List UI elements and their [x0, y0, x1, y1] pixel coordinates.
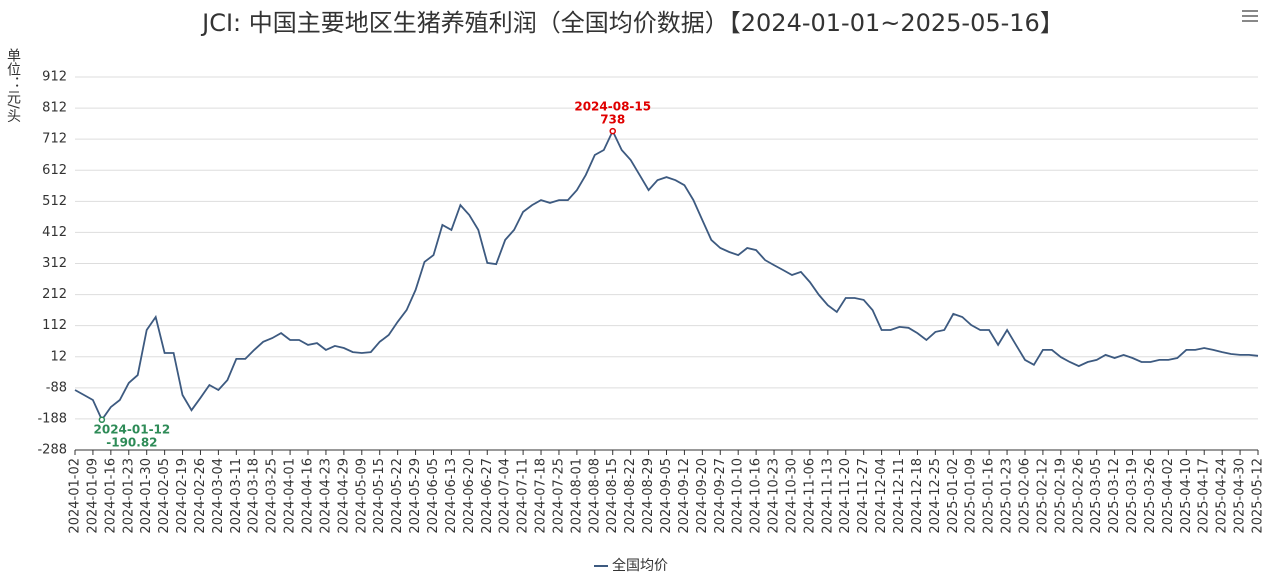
menu-icon[interactable]: [1242, 10, 1258, 22]
x-tick-label: 2025-04-24: [1215, 458, 1230, 534]
annotation-label: 2024-01-12: [94, 422, 171, 436]
legend-label: 全国均价: [612, 557, 668, 574]
x-tick-label: 2024-11-20: [838, 458, 853, 534]
x-tick-label: 2025-03-26: [1143, 458, 1158, 534]
y-tick-label: 212: [42, 287, 67, 302]
x-tick-label: 2024-10-16: [749, 458, 764, 534]
x-tick-label: 2024-03-11: [229, 458, 244, 534]
x-tick-label: 2025-02-12: [1035, 458, 1050, 534]
series-line: [74, 128, 1259, 422]
x-tick-label: 2025-04-10: [1179, 458, 1194, 534]
y-tick-label: 112: [42, 318, 67, 333]
x-tick-label: 2024-11-27: [856, 458, 871, 534]
x-tick-label: 2024-06-27: [480, 458, 495, 534]
x-tick-label: 2025-03-19: [1125, 458, 1140, 534]
x-tick-label: 2024-04-01: [283, 458, 298, 534]
x-tick-label: 2024-10-30: [784, 458, 799, 534]
x-tick-label: 2024-07-18: [534, 458, 549, 534]
y-tick-label: 612: [42, 163, 67, 178]
y-tick-label: 412: [42, 225, 67, 240]
x-tick-label: 2024-05-22: [390, 458, 405, 534]
x-tick-label: 2024-07-04: [498, 458, 513, 534]
x-tick-label: 2024-10-23: [767, 458, 782, 534]
x-tick-label: 2024-11-06: [802, 458, 817, 534]
y-tick-label: 812: [42, 101, 67, 116]
x-tick-label: 2025-04-17: [1197, 458, 1212, 534]
annotation-label: 2024-08-15: [574, 100, 651, 114]
x-tick-label: 2025-01-09: [964, 458, 979, 534]
x-tick-label: 2024-05-15: [372, 458, 387, 534]
x-tick-label: 2024-02-05: [157, 458, 172, 534]
x-tick-label: 2025-05-12: [1251, 458, 1266, 534]
x-tick-label: 2024-02-26: [193, 458, 208, 534]
x-tick-label: 2025-04-30: [1233, 458, 1248, 534]
x-tick-label: 2025-03-12: [1107, 458, 1122, 534]
x-tick-label: 2025-01-23: [1000, 458, 1015, 534]
x-tick-label: 2024-07-11: [516, 458, 531, 534]
x-tick-label: 2024-01-16: [103, 458, 118, 534]
x-tick-label: 2024-03-18: [247, 458, 262, 534]
x-tick-label: 2024-08-08: [587, 458, 602, 534]
y-tick-label: 312: [42, 256, 67, 271]
x-tick-label: 2025-02-06: [1017, 458, 1032, 534]
y-tick-label: 712: [42, 132, 67, 147]
x-tick-label: 2024-10-10: [731, 458, 746, 534]
annotation-point: [609, 127, 616, 135]
x-tick-label: 2024-06-13: [444, 458, 459, 534]
x-tick-label: 2024-12-04: [874, 458, 889, 534]
x-tick-label: 2025-03-05: [1089, 458, 1104, 534]
y-tick-label: -188: [37, 411, 67, 426]
x-tick-label: 2024-07-25: [551, 458, 566, 534]
y-axis-label: 单位：元/头: [5, 48, 21, 123]
x-tick-label: 2024-08-15: [605, 458, 620, 534]
x-tick-label: 2024-12-25: [928, 458, 943, 534]
x-tick-label: 2024-01-02: [68, 458, 83, 534]
x-tick-label: 2024-09-05: [659, 458, 674, 534]
annotation-value: -190.82: [106, 435, 157, 449]
x-tick-label: 2024-06-05: [426, 458, 441, 534]
x-tick-label: 2024-08-29: [641, 458, 656, 534]
x-tick-label: 2024-05-09: [354, 458, 369, 534]
x-tick-label: 2024-01-30: [139, 458, 154, 534]
x-tick-label: 2024-04-23: [318, 458, 333, 534]
x-tick-label: 2025-01-16: [982, 458, 997, 534]
x-tick-label: 2024-12-11: [892, 458, 907, 534]
x-tick-label: 2024-09-27: [713, 458, 728, 534]
x-tick-label: 2024-01-09: [85, 458, 100, 534]
chart-title: JCI: 中国主要地区生猪养殖利润（全国均价数据）【2024-01-01~202…: [200, 9, 1064, 37]
x-tick-label: 2024-03-25: [265, 458, 280, 534]
x-tick-label: 2025-04-02: [1161, 458, 1176, 534]
x-tick-label: 2024-05-29: [408, 458, 423, 534]
x-tick-label: 2025-02-19: [1053, 458, 1068, 534]
y-tick-label: 912: [42, 70, 67, 85]
x-tick-label: 2024-06-20: [462, 458, 477, 534]
y-tick-label: 12: [50, 349, 67, 364]
x-tick-label: 2024-08-01: [569, 458, 584, 534]
x-tick-label: 2024-11-13: [820, 458, 835, 534]
annotation-point: [98, 416, 106, 424]
x-tick-label: 2024-01-23: [121, 458, 136, 534]
x-tick-label: 2024-04-16: [301, 458, 316, 534]
annotation-value: 738: [600, 113, 625, 127]
x-tick-label: 2024-09-20: [695, 458, 710, 534]
y-tick-label: -88: [46, 380, 67, 395]
y-tick-label: -288: [37, 443, 67, 458]
x-tick-label: 2024-08-22: [623, 458, 638, 534]
x-tick-label: 2024-12-18: [910, 458, 925, 534]
x-tick-label: 2024-09-12: [677, 458, 692, 534]
x-tick-label: 2025-02-26: [1071, 458, 1086, 534]
x-tick-label: 2025-01-02: [946, 458, 961, 534]
x-tick-label: 2024-03-04: [211, 458, 226, 534]
x-tick-label: 2024-02-19: [175, 458, 190, 534]
y-tick-label: 512: [42, 194, 67, 209]
x-tick-label: 2024-04-29: [336, 458, 351, 534]
